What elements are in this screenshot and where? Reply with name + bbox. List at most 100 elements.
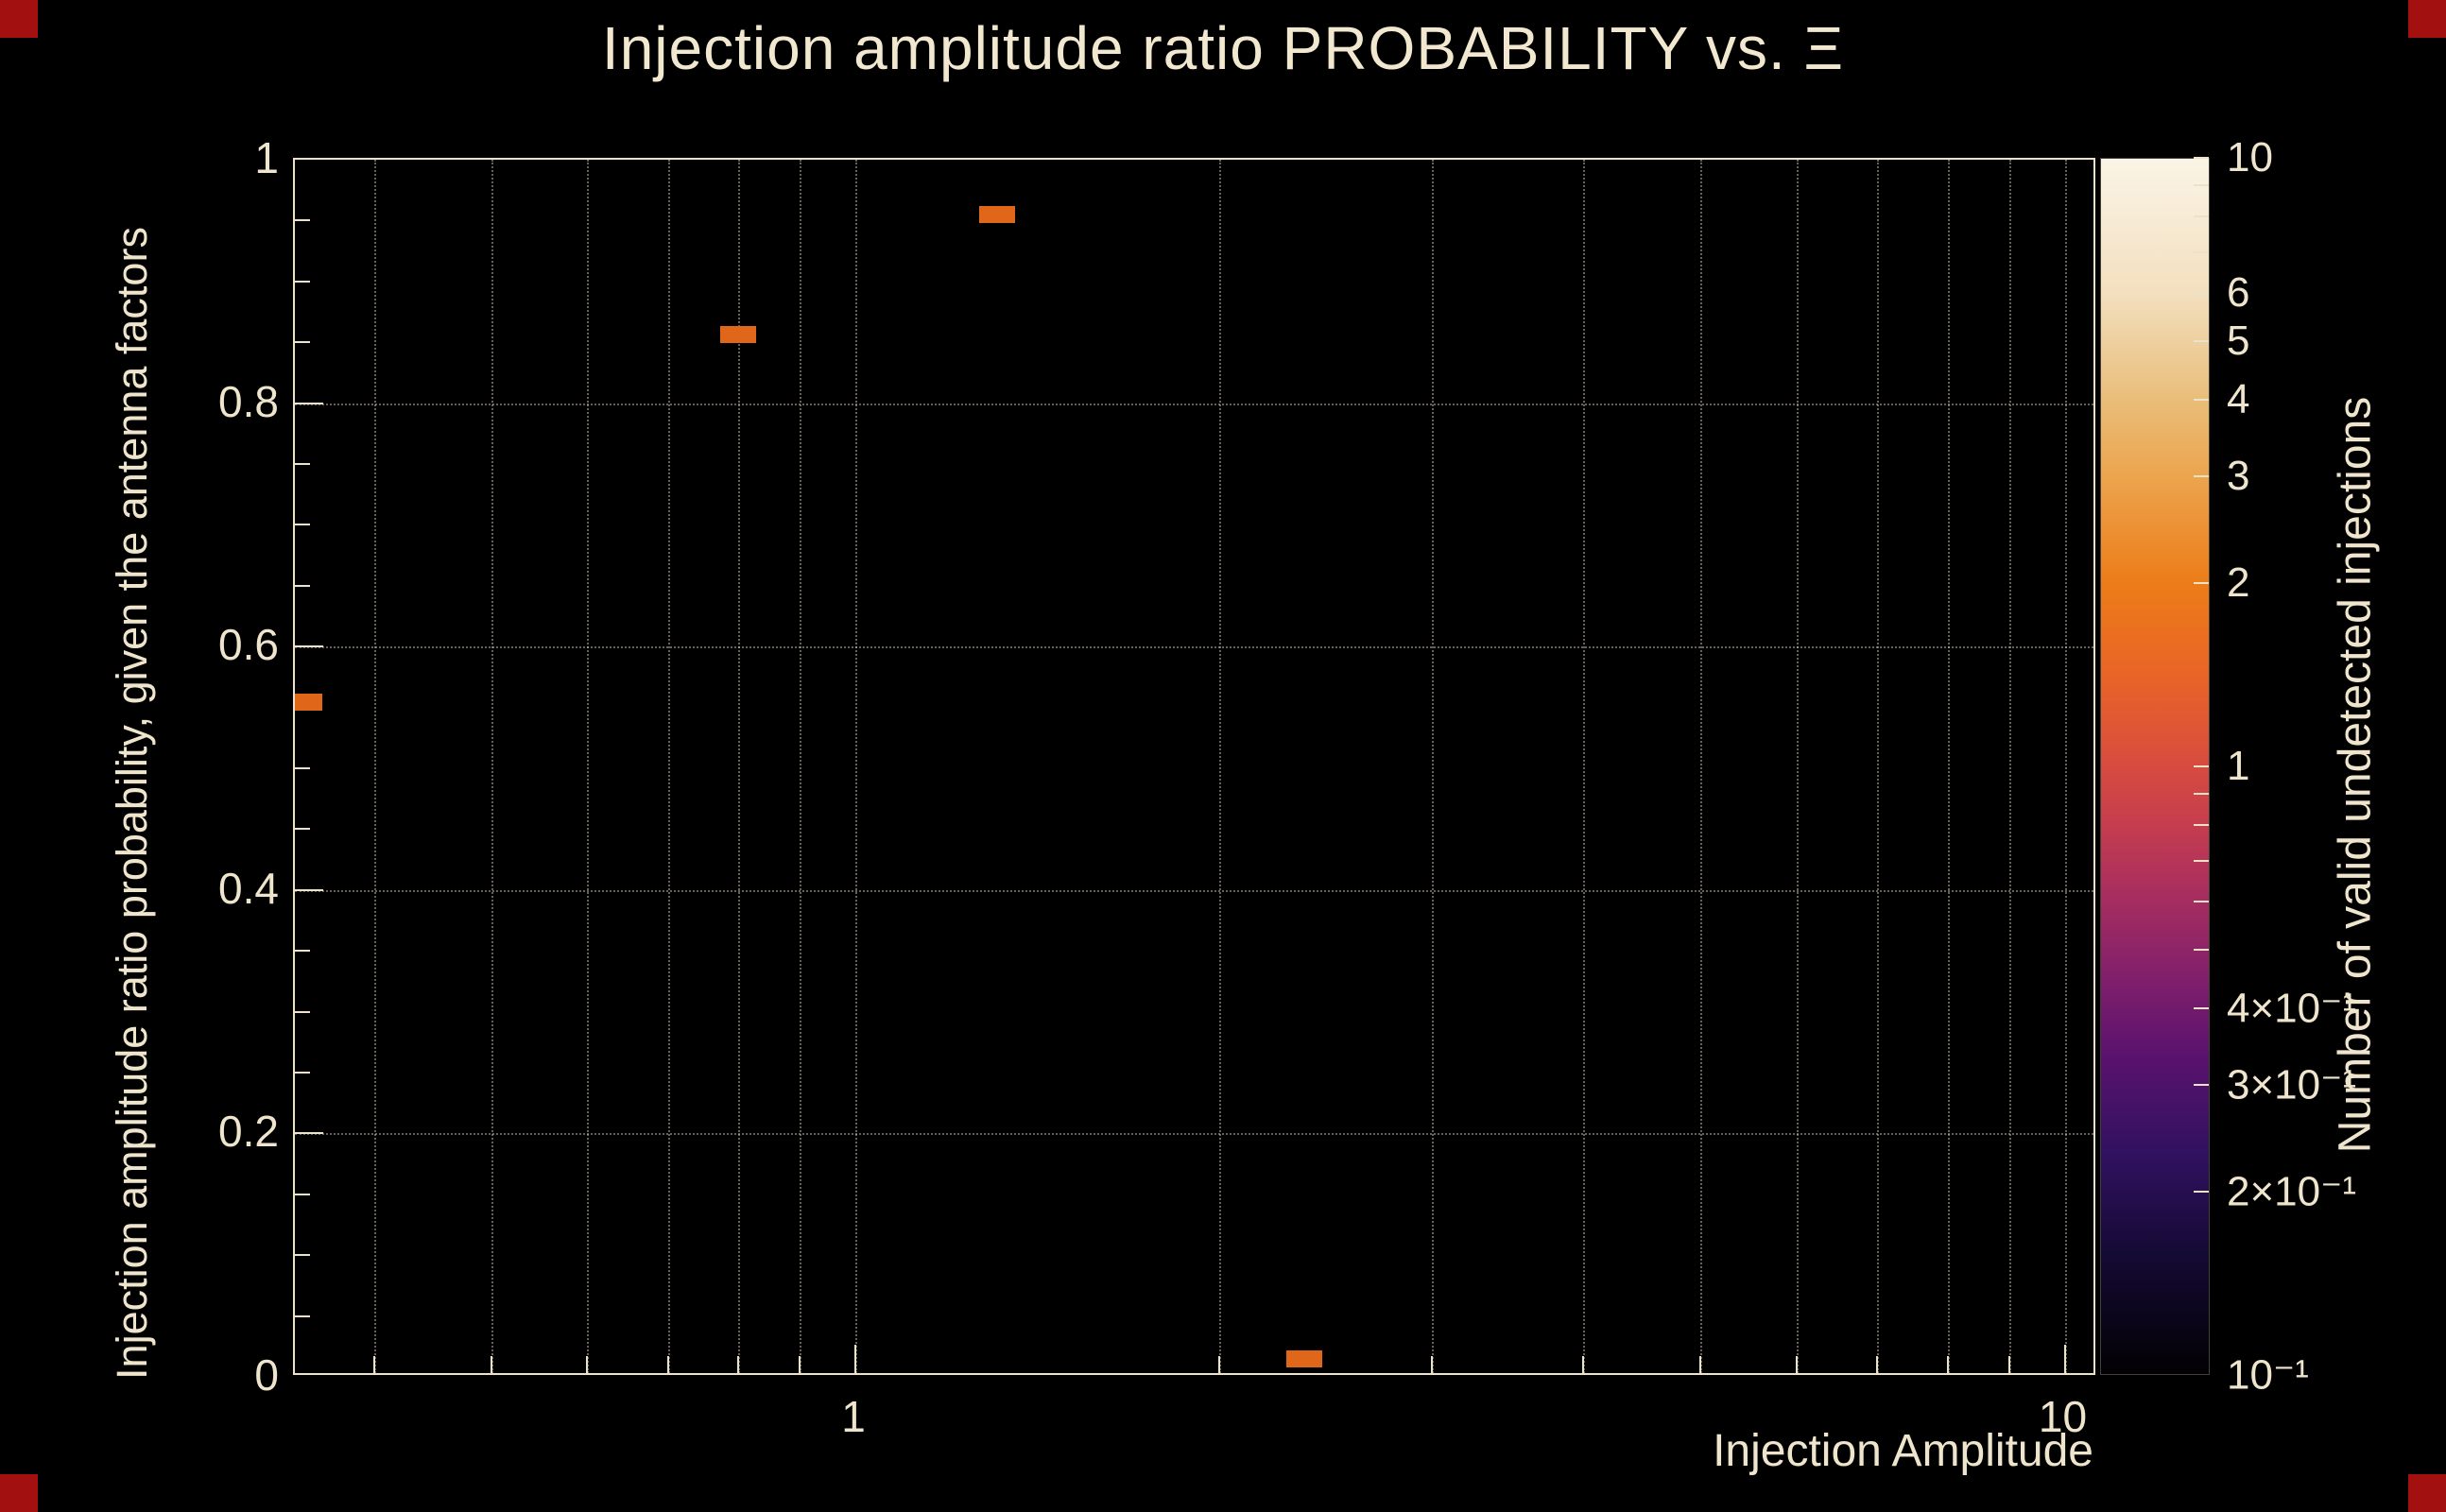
- x-minor-tick: [1699, 1356, 1702, 1373]
- colorbar-tick: [2194, 250, 2209, 253]
- colorbar-tick: [2194, 793, 2209, 796]
- colorbar-tick-label: 3×10⁻¹: [2227, 1061, 2356, 1108]
- colorbar-tick: [2194, 157, 2209, 159]
- colorbar-tick-label: 5: [2227, 317, 2250, 364]
- x-minor-tick: [666, 1356, 669, 1373]
- data-point: [979, 205, 1016, 223]
- y-major-tick: [295, 1132, 323, 1135]
- y-tick-label: 0.8: [218, 376, 279, 426]
- x-minor-tick: [1795, 1356, 1798, 1373]
- colorbar-tick-label: 4: [2227, 376, 2250, 423]
- gridline-vertical: [491, 160, 493, 1373]
- x-major-tick: [2063, 1345, 2066, 1373]
- colorbar: [2100, 158, 2210, 1375]
- y-tick-label: 0: [254, 1350, 279, 1400]
- gridline-vertical: [667, 160, 670, 1373]
- gridline-vertical: [1219, 160, 1222, 1373]
- gridline-vertical: [373, 160, 376, 1373]
- colorbar-tick: [2194, 339, 2209, 342]
- gridline-vertical: [737, 160, 740, 1373]
- x-tick-label: 10: [2038, 1392, 2088, 1441]
- x-minor-tick: [372, 1356, 375, 1373]
- x-minor-tick: [1946, 1356, 1949, 1373]
- x-minor-tick: [799, 1356, 801, 1373]
- gridline-horizontal: [295, 646, 2093, 649]
- colorbar-tick-label: 6: [2227, 268, 2250, 316]
- y-axis-title: Injection amplitude ratio probability, g…: [108, 227, 156, 1380]
- gridline-horizontal: [295, 403, 2093, 405]
- y-minor-tick: [295, 950, 310, 953]
- y-minor-tick: [295, 1314, 310, 1317]
- x-minor-tick: [1431, 1356, 1434, 1373]
- colorbar-tick-label: 4×10⁻¹: [2227, 985, 2356, 1032]
- chart-title: Injection amplitude ratio PROBABILITY vs…: [601, 14, 1845, 82]
- gridline-vertical: [800, 160, 802, 1373]
- colorbar-tick-label: 2: [2227, 559, 2250, 607]
- y-minor-tick: [295, 1254, 310, 1257]
- gridline-horizontal: [295, 889, 2093, 892]
- gridline-vertical: [587, 160, 590, 1373]
- colorbar-tick: [2194, 291, 2209, 294]
- gridline-vertical: [1583, 160, 1586, 1373]
- x-minor-tick: [2007, 1356, 2010, 1373]
- gridline-vertical: [1432, 160, 1435, 1373]
- y-minor-tick: [295, 524, 310, 526]
- colorbar-tick: [2194, 474, 2209, 477]
- y-minor-tick: [295, 219, 310, 222]
- y-tick-label: 1: [254, 133, 279, 182]
- y-major-tick: [295, 402, 323, 404]
- corner-marker-top-right: [2408, 0, 2446, 38]
- colorbar-tick: [2194, 900, 2209, 902]
- plot-area: [293, 158, 2095, 1375]
- y-minor-tick: [295, 463, 310, 465]
- gridline-horizontal: [295, 1133, 2093, 1136]
- colorbar-tick: [2194, 1007, 2209, 1010]
- colorbar-tick-label: 10⁻¹: [2227, 1351, 2309, 1399]
- x-axis-title: Injection Amplitude: [1713, 1426, 2093, 1476]
- x-minor-tick: [586, 1356, 589, 1373]
- colorbar-title: Number of valid undetected injections: [2330, 396, 2381, 1154]
- y-minor-tick: [295, 584, 310, 587]
- colorbar-tick: [2194, 399, 2209, 402]
- x-minor-tick: [1218, 1356, 1221, 1373]
- x-minor-tick: [1876, 1356, 1879, 1373]
- y-major-tick: [295, 645, 323, 648]
- colorbar-tick: [2194, 859, 2209, 862]
- data-point: [719, 326, 756, 344]
- y-minor-tick: [295, 1072, 310, 1074]
- x-minor-tick: [490, 1356, 492, 1373]
- x-minor-tick: [736, 1356, 739, 1373]
- y-tick-label: 0.4: [218, 863, 279, 913]
- y-major-tick: [295, 888, 323, 891]
- x-major-tick: [853, 1345, 856, 1373]
- colorbar-tick: [2194, 582, 2209, 585]
- colorbar-tick-label: 1: [2227, 743, 2250, 789]
- colorbar-tick: [2194, 215, 2209, 218]
- y-minor-tick: [295, 280, 310, 283]
- data-point: [295, 694, 322, 712]
- gridline-vertical: [1877, 160, 1880, 1373]
- y-minor-tick: [295, 341, 310, 344]
- corner-marker-bottom-right: [2408, 1474, 2446, 1512]
- y-tick-label: 0.6: [218, 620, 279, 670]
- corner-marker-bottom-left: [0, 1474, 38, 1512]
- colorbar-tick: [2194, 824, 2209, 827]
- colorbar-tick: [2194, 948, 2209, 951]
- colorbar-tick: [2194, 184, 2209, 187]
- gridline-vertical: [1796, 160, 1799, 1373]
- x-tick-label: 1: [841, 1392, 866, 1441]
- y-minor-tick: [295, 1193, 310, 1195]
- y-minor-tick: [295, 767, 310, 769]
- colorbar-tick-label: 2×10⁻¹: [2227, 1168, 2356, 1215]
- x-minor-tick: [1582, 1356, 1585, 1373]
- colorbar-tick: [2194, 1083, 2209, 1086]
- data-point: [1285, 1349, 1322, 1367]
- y-tick-label: 0.2: [218, 1107, 279, 1157]
- colorbar-tick: [2194, 1191, 2209, 1194]
- gridline-vertical: [1947, 160, 1950, 1373]
- y-minor-tick: [295, 1010, 310, 1013]
- gridline-vertical: [854, 160, 857, 1373]
- gridline-vertical: [1700, 160, 1703, 1373]
- colorbar-tick-label: 10: [2227, 134, 2273, 180]
- corner-marker-top-left: [0, 0, 38, 38]
